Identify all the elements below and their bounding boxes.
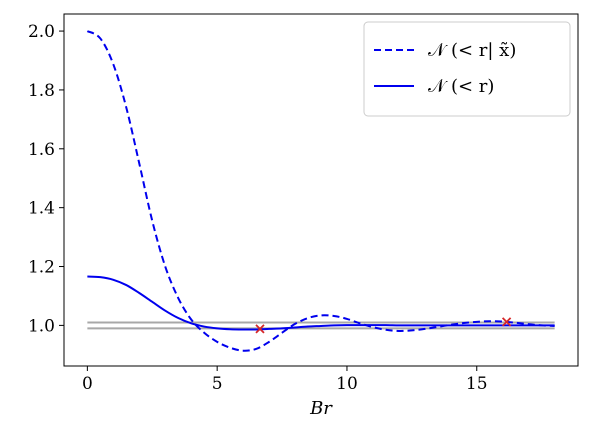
x-marker-2 — [501, 317, 512, 327]
x-marker-1 — [255, 324, 265, 334]
legend-label-2: 𝒩 (< r) — [428, 76, 494, 97]
series-layer — [86, 30, 555, 352]
x-marker-stroke — [255, 324, 265, 334]
y-tick-label: 2.0 — [28, 22, 55, 42]
x-axis-label: Br — [309, 398, 333, 419]
y-tick-label: 1.2 — [28, 258, 55, 278]
y-tick-label: 1.0 — [28, 316, 55, 336]
y-tick-label: 1.6 — [28, 140, 55, 160]
x-tick-label: 10 — [336, 374, 358, 394]
axes-layer: 0 5 10 15 1.0 1.2 1.4 1.6 1.8 2.0 Br — [28, 13, 579, 419]
legend-box — [363, 21, 571, 117]
legend-label-1: 𝒩 (< r| x̃) — [428, 40, 516, 61]
series-line-conditional — [86, 30, 555, 352]
x-tick-label: 15 — [466, 374, 488, 394]
y-tick-label: 1.4 — [28, 199, 55, 219]
legend: 𝒩 (< r| x̃) 𝒩 (< r) — [363, 21, 571, 117]
x-marker-stroke — [501, 317, 512, 327]
marker-layer — [255, 317, 512, 334]
y-tick-label: 1.8 — [28, 81, 55, 101]
x-tick-label: 0 — [82, 374, 93, 394]
series-line-unconditional — [87, 275, 555, 331]
plot-frame — [63, 13, 579, 367]
x-tick-label: 5 — [212, 374, 223, 394]
